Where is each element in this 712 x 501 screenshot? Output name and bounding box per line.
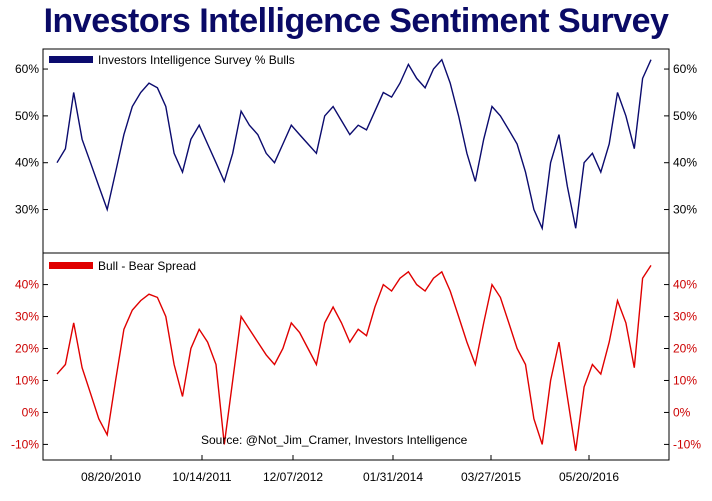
x-tick-label: 12/07/2012 — [263, 470, 323, 484]
x-tick-label: 05/20/2016 — [559, 470, 619, 484]
bulls-panel — [42, 48, 670, 254]
x-tick-label: 10/14/2011 — [172, 470, 231, 484]
y-tick-label-right: -10% — [673, 437, 701, 451]
y-tick-label-left: 0% — [22, 405, 40, 419]
x-tick-label: 03/27/2015 — [461, 470, 521, 484]
y-tick-label-left: 40% — [15, 278, 39, 292]
source-note: Source: @Not_Jim_Cramer, Investors Intel… — [201, 433, 468, 447]
y-tick-label-right: 60% — [673, 62, 697, 76]
y-tick-label-left: 60% — [15, 62, 39, 76]
y-tick-label-left: 20% — [15, 342, 39, 356]
chart-title: Investors Intelligence Sentiment Survey — [43, 2, 669, 40]
x-tick-label: 01/31/2014 — [363, 470, 423, 484]
bulls-y-ticks: 30% 30% 40% 40% 50% 50% 60% 60% — [15, 62, 697, 216]
bulls-legend-label: Investors Intelligence Survey % Bulls — [98, 53, 295, 67]
spread-series-line — [56, 265, 652, 451]
y-tick-label-left: 40% — [15, 156, 39, 170]
x-tick-label: 08/20/2010 — [81, 470, 141, 484]
spread-panel — [42, 252, 670, 461]
y-tick-label-right: 40% — [673, 278, 697, 292]
x-ticks: 08/20/2010 10/14/2011 12/07/2012 01/31/2014… — [81, 455, 619, 484]
y-tick-label-right: 30% — [673, 203, 697, 217]
y-tick-label-right: 10% — [673, 373, 697, 387]
y-tick-label-right: 40% — [673, 156, 697, 170]
y-tick-label-left: 30% — [15, 310, 39, 324]
bulls-legend: Investors Intelligence Survey % Bulls — [49, 53, 295, 67]
y-tick-label-left: 30% — [15, 203, 39, 217]
y-tick-label-right: 20% — [673, 342, 697, 356]
y-tick-label-left: 10% — [15, 373, 39, 387]
y-tick-label-right: 0% — [673, 405, 691, 419]
spread-y-ticks: -10% -10% 0% 0% 10% 10% 20% 20% 30% 30% 40% 40% — [11, 278, 701, 452]
spread-legend-label: Bull - Bear Spread — [98, 259, 196, 273]
bulls-legend-swatch — [49, 56, 93, 63]
y-tick-label-left: -10% — [11, 437, 39, 451]
spread-legend: Bull - Bear Spread — [49, 259, 196, 273]
y-tick-label-right: 30% — [673, 310, 697, 324]
bulls-series-line — [56, 58, 652, 231]
spread-legend-swatch — [49, 262, 93, 269]
y-tick-label-right: 50% — [673, 109, 697, 123]
y-tick-label-left: 50% — [15, 109, 39, 123]
